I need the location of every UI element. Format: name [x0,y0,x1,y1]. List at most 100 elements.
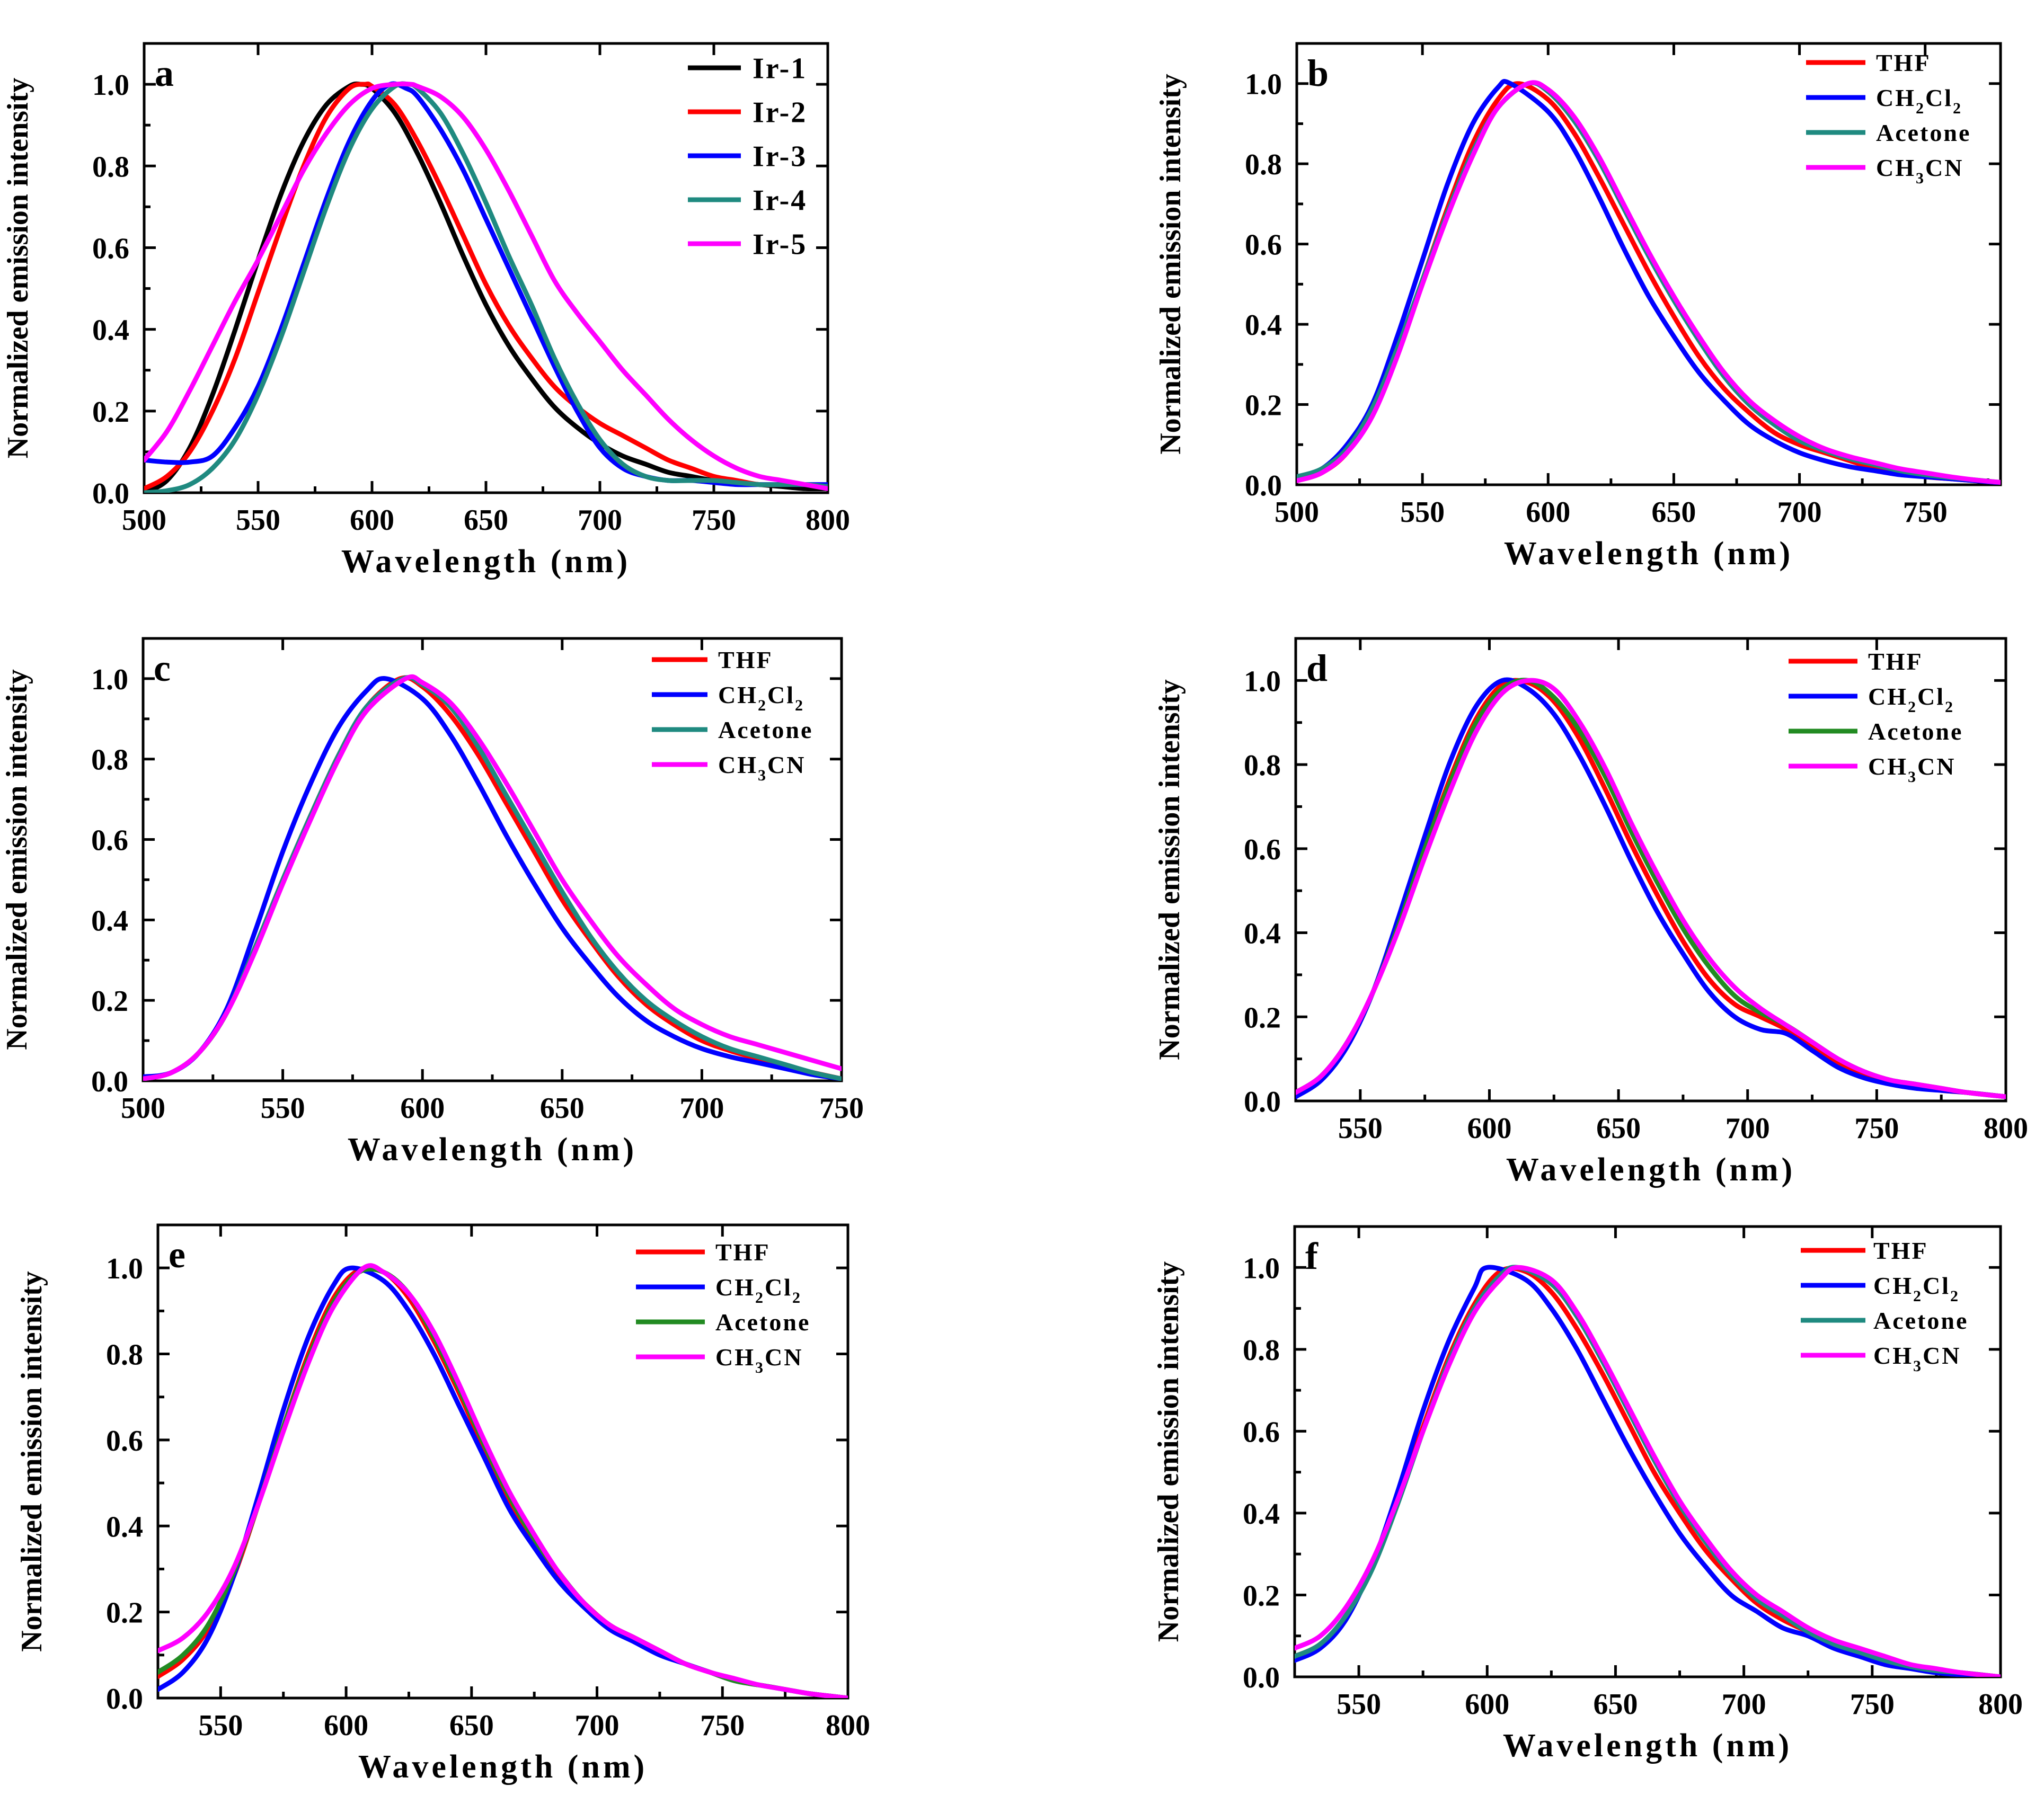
x-tick-label: 800 [1984,1112,2028,1145]
x-tick-label: 600 [350,504,394,537]
y-tick-label: 0.2 [91,985,128,1018]
series-line-ch2cl2 [1296,677,2006,1099]
x-tick-label: 800 [806,504,850,537]
x-tick-label: 700 [1777,496,1822,529]
x-tick-label: 750 [1850,1688,1895,1721]
y-tick-label: 0.4 [92,314,129,347]
x-tick-label: 700 [575,1709,620,1742]
x-tick-label: 600 [1467,1112,1511,1145]
y-tick-label: 0.6 [1245,229,1282,262]
y-tick-label: 0.2 [1244,1001,1281,1034]
y-axis-title: Normalized emission intensity [2,78,34,459]
y-axis-title: Normalized emission intensity [1154,74,1187,455]
series-line-ch2cl2 [143,676,842,1081]
legend-label: Acetone [1876,119,1971,146]
series-line-ch2cl2 [1297,79,2001,485]
legend-label: Ir-5 [753,228,807,261]
x-axis-title: Wavelength (nm) [348,1132,637,1168]
x-tick-label: 600 [1465,1688,1509,1721]
legend-label: CH2Cl2 [1876,84,1962,117]
series-line-ch3cn [158,1263,848,1698]
legend-label: CH3CN [1873,1342,1961,1375]
x-tick-label: 550 [261,1092,305,1125]
legend-label: THF [1876,49,1931,76]
legend-label: Acetone [718,716,813,743]
legend: Ir-1 Ir-2 Ir-3 Ir-4 Ir-5 [688,52,807,261]
x-tick-label: 650 [449,1709,494,1742]
x-tick-label: 650 [1596,1112,1641,1145]
legend-label: Ir-2 [753,96,807,129]
legend-label: CH3CN [715,1344,803,1376]
y-tick-label: 0.6 [92,232,129,265]
x-tick-label: 600 [324,1709,368,1742]
legend-label: CH2Cl2 [715,1274,802,1307]
y-tick-label: 1.0 [1243,1252,1280,1285]
x-tick-label: 500 [122,504,166,537]
legend-label: CH2Cl2 [1868,683,1954,716]
y-tick-label: 0.0 [92,477,129,510]
panel-label: b [1307,52,1329,94]
series-line-ir-5 [144,81,828,491]
x-tick-label: 600 [400,1092,445,1125]
y-tick-label: 1.0 [1244,665,1281,698]
x-axis-title: Wavelength (nm) [1504,536,1793,572]
x-tick-label: 750 [1854,1112,1899,1145]
y-axis-title: Normalized emission intensity [1152,1261,1185,1642]
y-tick-label: 0.0 [1245,469,1282,502]
x-tick-label: 500 [1275,496,1319,529]
x-tick-label: 650 [464,504,508,537]
y-tick-label: 0.8 [1245,148,1282,181]
y-tick-label: 0.8 [1244,749,1281,782]
series-line-ch3cn [1296,678,2006,1099]
y-tick-label: 0.8 [92,150,129,183]
legend-label: THF [715,1239,771,1266]
series-line-ir-2 [144,81,785,491]
x-tick-label: 750 [700,1709,745,1742]
y-tick-label: 0.0 [1244,1086,1281,1118]
y-tick-label: 0.0 [1243,1661,1280,1694]
x-tick-label: 700 [1726,1112,1770,1145]
y-tick-label: 0.6 [1243,1416,1280,1449]
y-axis-title: Normalized emission intensity [1,669,33,1050]
y-tick-label: 0.0 [106,1683,143,1716]
y-tick-label: 0.8 [1243,1334,1280,1367]
panel-f: 550 600 650 700 750 800 0.0 0.2 0.4 0.6 0.8 1.0 Wave… [1152,1225,2023,1764]
y-axis-title: Normalized emission intensity [1153,679,1186,1060]
y-tick-label: 1.0 [1245,68,1282,101]
panel-label: f [1305,1235,1319,1277]
plot-frame [156,1223,850,1700]
y-tick-label: 0.4 [91,904,128,937]
x-tick-label: 650 [540,1092,585,1125]
legend-label: Ir-4 [753,184,807,217]
x-tick-label: 500 [121,1092,165,1125]
plot-frame [1294,637,2007,1103]
legend-label: Acetone [1873,1307,1968,1334]
y-tick-label: 1.0 [91,663,128,696]
legend-label: CH3CN [1876,154,1963,187]
legend-label: THF [718,646,773,673]
legend-label: THF [1868,648,1923,675]
series-line-ch3cn [1297,80,2001,485]
y-tick-label: 0.8 [91,744,128,777]
x-tick-label: 600 [1526,496,1570,529]
series-line-ir-1 [144,81,828,493]
y-axis-title: Normalized emission intensity [15,1271,48,1652]
x-axis-title: Wavelength (nm) [1506,1152,1795,1188]
legend-label: Ir-1 [753,52,807,85]
y-tick-label: 0.2 [106,1597,143,1630]
x-tick-label: 700 [679,1092,724,1125]
plot-frame [1293,1225,2002,1678]
x-tick-label: 750 [819,1092,864,1125]
x-tick-label: 700 [578,504,622,537]
legend-label: THF [1873,1237,1928,1264]
y-tick-label: 0.4 [1244,918,1281,950]
legend-label: CH3CN [718,751,806,784]
y-tick-label: 0.0 [91,1065,128,1098]
x-axis-title: Wavelength (nm) [1503,1728,1792,1764]
y-tick-label: 0.4 [1245,309,1282,342]
y-tick-label: 0.2 [92,396,129,429]
legend-label: CH3CN [1868,753,1955,786]
